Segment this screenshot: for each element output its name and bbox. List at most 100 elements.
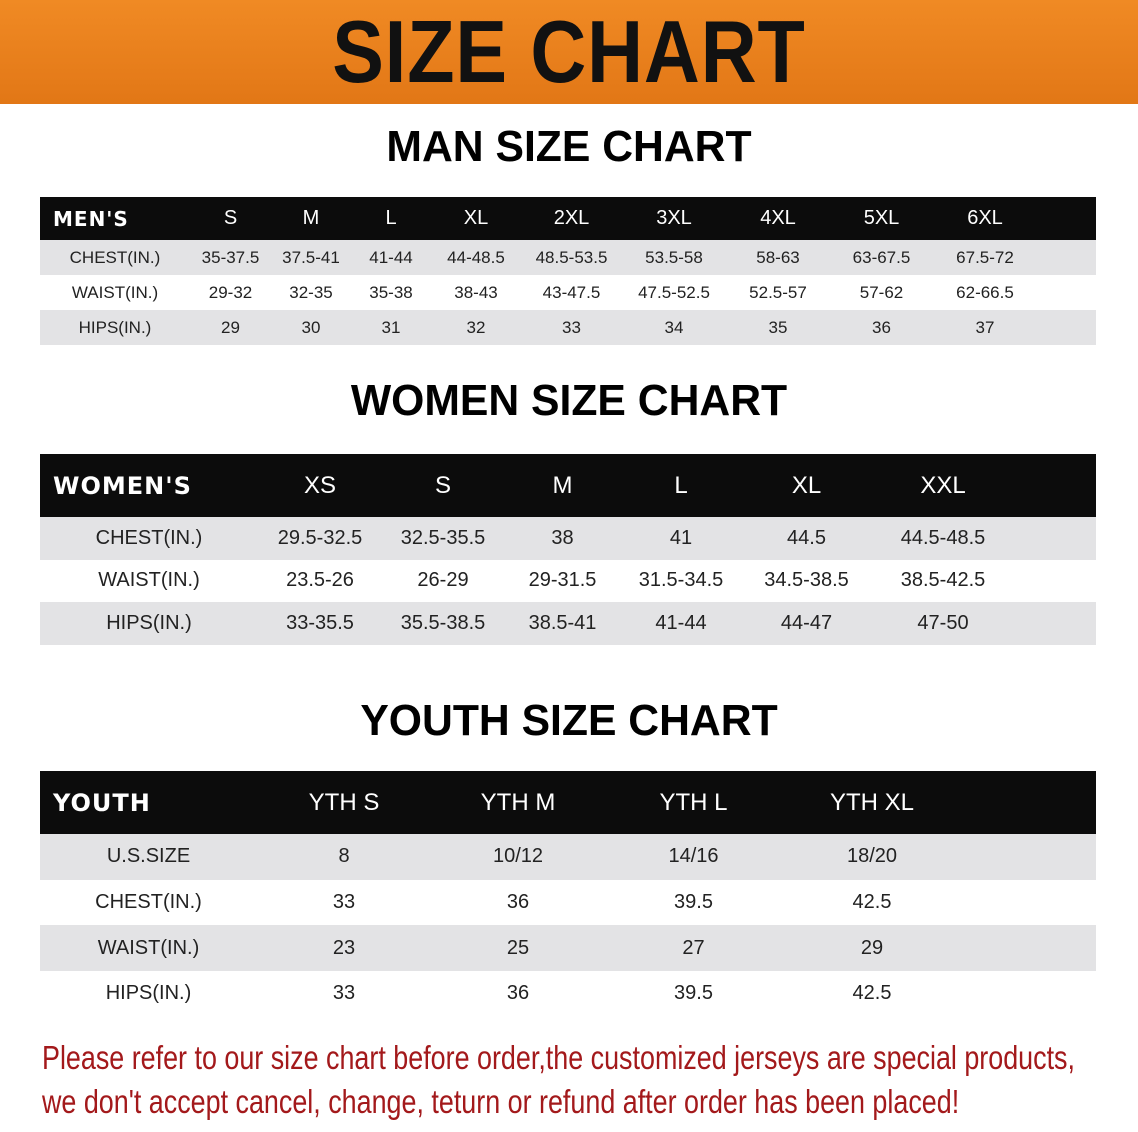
table-cell: 42.5	[852, 982, 892, 1005]
row-label: CHEST(IN.)	[69, 247, 161, 267]
size-column-header: YTH L	[659, 788, 728, 816]
table-header-label: MEN'S	[53, 206, 129, 231]
table-cell: 38-43	[454, 282, 498, 302]
size-column-header: YTH M	[480, 788, 556, 816]
size-column-header: 6XL	[967, 207, 1003, 229]
table-cell: 29-32	[208, 282, 253, 302]
size-column-header: XL	[463, 207, 489, 229]
table-cell: 43-47.5	[542, 282, 601, 302]
table-header-row: YOUTH YTH S YTH M YTH L YTH XL	[40, 771, 1096, 834]
size-column-header: 2XL	[553, 207, 590, 229]
table-row: HIPS(IN.) 33 36 39.5 42.5	[40, 971, 1096, 1017]
table-cell: 62-66.5	[956, 282, 1014, 302]
table-cell: 34.5-38.5	[764, 569, 849, 592]
row-label: HIPS(IN.)	[78, 317, 152, 337]
table-cell: 23	[332, 936, 356, 959]
table-cell: 48.5-53.5	[535, 247, 608, 267]
table-cell: 41-44	[369, 247, 413, 267]
table-cell: 32.5-35.5	[400, 526, 486, 549]
table-cell: 29	[860, 936, 884, 959]
table-cell: 31.5-34.5	[638, 569, 724, 592]
table-cell: 33	[332, 891, 356, 914]
size-column-header: M	[552, 471, 573, 499]
table-row: WAIST(IN.) 23.5-26 26-29 29-31.5 31.5-34.5 34…	[40, 559, 1096, 602]
row-label: HIPS(IN.)	[105, 982, 192, 1005]
table-cell: 26-29	[417, 569, 469, 592]
table-cell: 33	[332, 982, 356, 1005]
table-cell: 27	[682, 936, 705, 959]
table-row: WAIST(IN.) 29-32 32-35 35-38 38-43 43-47.5 47.…	[40, 275, 1096, 310]
table-row: CHEST(IN.) 29.5-32.5 32.5-35.5 38 41 44.5 44.5…	[40, 517, 1096, 560]
size-column-header: XXL	[920, 471, 966, 499]
table-cell: 25	[506, 936, 530, 959]
row-label: HIPS(IN.)	[106, 611, 192, 634]
size-column-header: L	[674, 471, 688, 499]
table-cell: 41-44	[655, 611, 707, 634]
table-row: CHEST(IN.) 33 36 39.5 42.5	[40, 879, 1096, 926]
table-cell: 57-62	[859, 282, 904, 302]
table-cell: 14/16	[668, 845, 719, 868]
table-cell: 44-48.5	[447, 247, 505, 267]
table-cell: 35-38	[369, 282, 413, 302]
table-cell: 32	[466, 317, 486, 337]
table-header-row: WOMEN'S XS S M L XL XXL	[40, 454, 1096, 517]
table-cell: 30	[301, 317, 321, 337]
table-cell: 18/20	[846, 845, 898, 868]
row-label: CHEST(IN.)	[95, 526, 203, 549]
size-column-header: M	[302, 207, 320, 229]
table-cell: 67.5-72	[956, 247, 1014, 267]
table-cell: 37	[975, 317, 995, 337]
size-column-header: 4XL	[760, 207, 796, 229]
table-cell: 39.5	[674, 891, 713, 914]
row-label: WAIST(IN.)	[98, 569, 200, 592]
table-cell: 38.5-41	[528, 611, 597, 634]
table-row: U.S.SIZE 8 10/12 14/16 18/20	[40, 834, 1096, 880]
table-cell: 53.5-58	[645, 247, 703, 267]
table-cell: 32-35	[289, 282, 333, 302]
men-section-title: MAN SIZE CHART	[386, 122, 752, 171]
size-column-header: YTH S	[308, 788, 380, 816]
table-cell: 35-37.5	[201, 247, 260, 267]
table-cell: 33	[562, 317, 581, 337]
table-cell: 33-35.5	[286, 611, 354, 634]
table-cell: 23.5-26	[286, 569, 354, 592]
notice-line: Please refer to our size chart before or…	[42, 1039, 1075, 1076]
row-label: CHEST(IN.)	[95, 891, 202, 914]
table-cell: 44.5-48.5	[900, 526, 986, 549]
table-cell: 44.5	[787, 526, 826, 549]
table-cell: 36	[872, 317, 891, 337]
table-row: CHEST(IN.) 35-37.5 37.5-41 41-44 44-48.5 48.5…	[40, 240, 1096, 275]
size-chart-banner: SIZE CHART	[0, 0, 1138, 104]
table-cell: 58-63	[756, 247, 800, 267]
women-section-title: WOMEN SIZE CHART	[350, 376, 788, 425]
women-size-table: WOMEN'S XS S M L XL XXL CHEST(IN.) 29.5-32.5 32.5…	[40, 454, 1096, 645]
table-cell: 41	[669, 526, 693, 549]
table-cell: 29-31.5	[528, 569, 597, 592]
size-column-header: 3XL	[656, 207, 692, 229]
table-cell: 29.5-32.5	[277, 526, 363, 549]
table-header-label: WOMEN'S	[53, 471, 192, 500]
youth-size-table: YOUTH YTH S YTH M YTH L YTH XL U.S.SIZE 8 10/12…	[40, 771, 1096, 1017]
size-column-header: XL	[791, 471, 822, 499]
table-header-label: YOUTH	[53, 788, 151, 817]
table-cell: 42.5	[852, 891, 892, 914]
notice-line: we don't accept cancel, change, teturn o…	[42, 1083, 960, 1120]
table-cell: 38	[551, 526, 574, 549]
table-cell: 8	[338, 845, 350, 868]
table-header-row: MEN'S S M L XL 2XL 3XL 4XL 5XL 6XL	[40, 197, 1096, 240]
size-column-header: XS	[303, 471, 336, 499]
banner-title: SIZE CHART	[332, 2, 806, 101]
table-cell: 35	[768, 317, 788, 337]
size-column-header: 5XL	[863, 207, 900, 229]
size-column-header: YTH XL	[829, 788, 915, 816]
table-cell: 38.5-42.5	[900, 569, 986, 592]
row-label: WAIST(IN.)	[97, 936, 200, 959]
table-cell: 37.5-41	[282, 247, 340, 267]
table-cell: 10/12	[492, 845, 544, 868]
table-cell: 34	[664, 317, 684, 337]
table-cell: 36	[506, 891, 530, 914]
table-row: HIPS(IN.) 33-35.5 35.5-38.5 38.5-41 41-44 44-…	[40, 602, 1096, 645]
men-size-table: MEN'S S M L XL 2XL 3XL 4XL 5XL 6XL CHEST(IN.) 35-37…	[40, 197, 1096, 345]
size-column-header: S	[223, 207, 238, 229]
order-notice: Please refer to our size chart before or…	[42, 1036, 1102, 1124]
